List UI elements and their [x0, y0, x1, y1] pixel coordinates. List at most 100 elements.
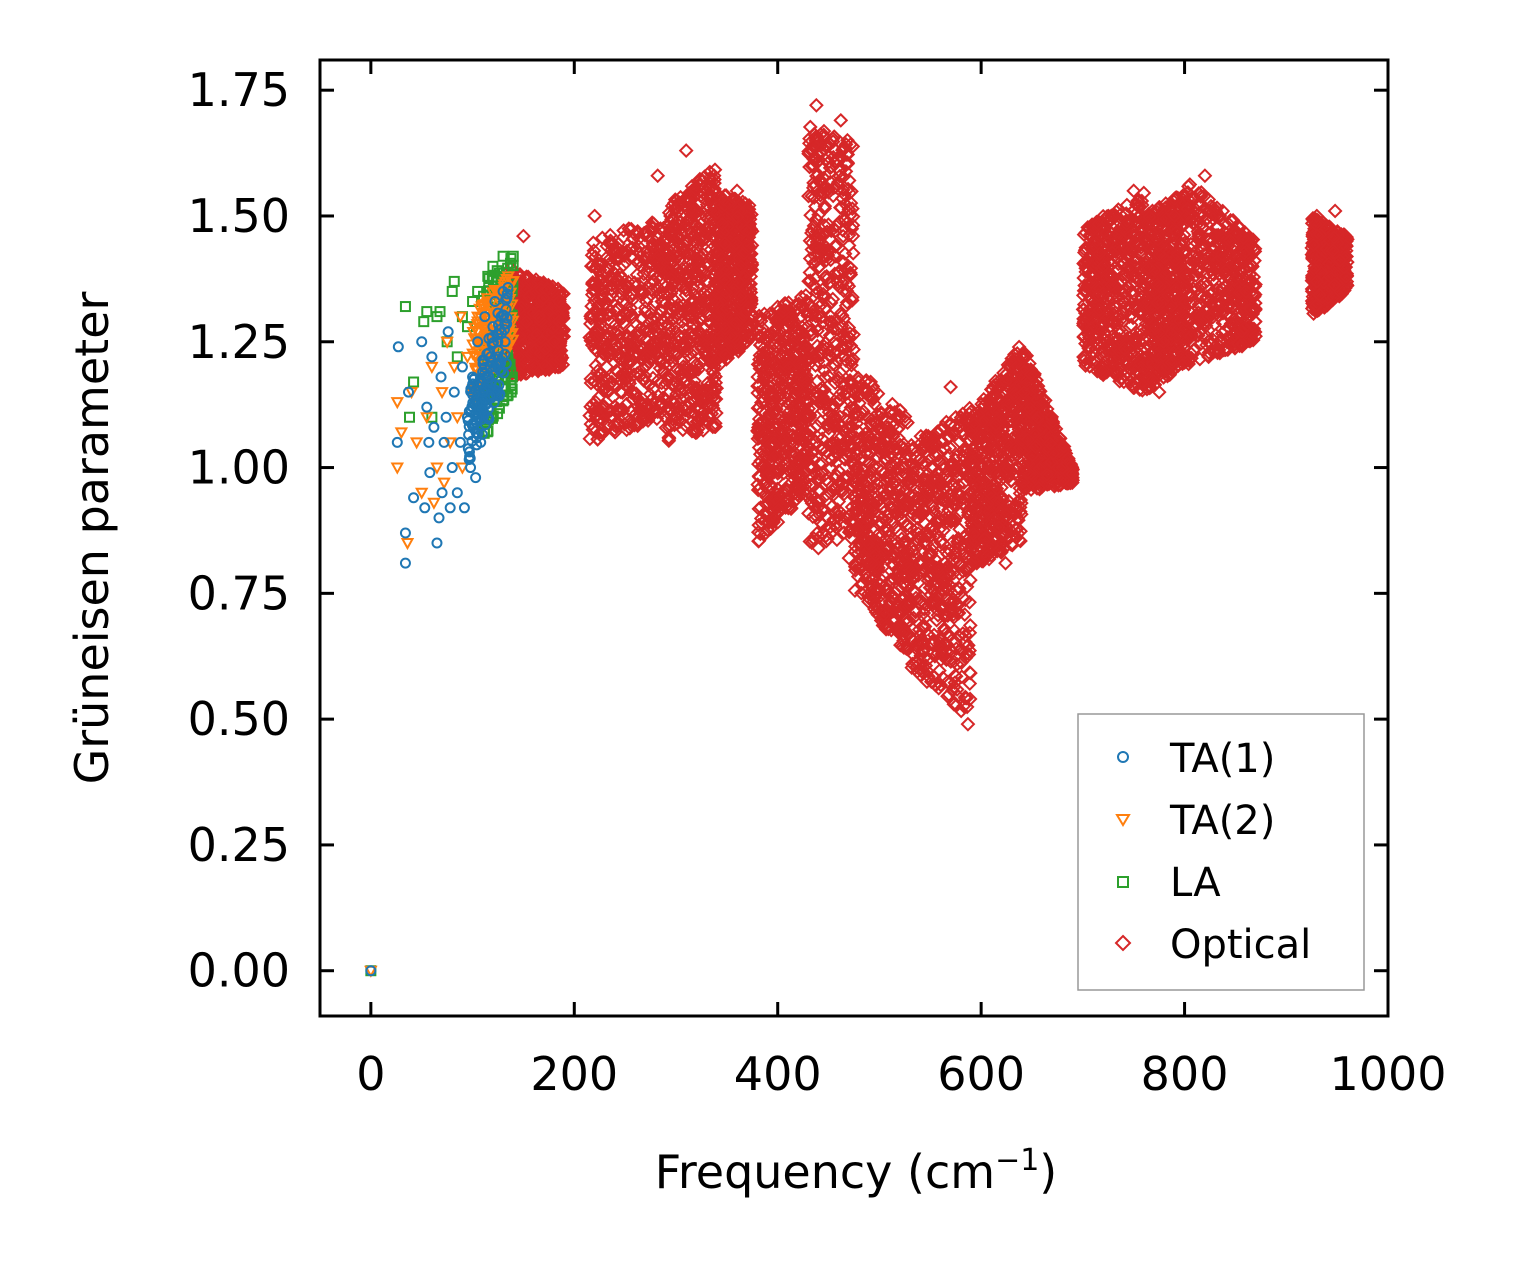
data-point-optical: [591, 272, 607, 288]
data-point-optical: [736, 244, 752, 260]
data-point-optical: [521, 289, 537, 305]
data-point-optical: [690, 226, 706, 242]
data-point-optical: [730, 219, 746, 235]
data-point-optical: [626, 385, 642, 401]
data-point-optical: [700, 254, 716, 270]
data-point-optical: [529, 326, 545, 342]
data-point-optical: [684, 295, 700, 311]
data-point-optical: [612, 330, 628, 346]
data-point-optical: [698, 242, 714, 258]
data-point-optical: [704, 406, 720, 422]
data-point-optical: [553, 348, 569, 364]
data-point-optical: [519, 314, 534, 330]
data-point-optical: [662, 402, 678, 418]
data-point-optical: [678, 283, 694, 298]
data-point-optical: [660, 368, 676, 384]
data-point-optical: [536, 296, 552, 312]
data-point-optical: [625, 230, 641, 246]
data-point-optical: [730, 328, 746, 344]
data-point-optical: [637, 300, 653, 316]
data-point-optical: [589, 261, 604, 277]
data-point-optical: [633, 259, 649, 274]
data-point-optical: [744, 257, 760, 273]
data-point-optical: [583, 316, 598, 332]
data-point-optical: [682, 363, 698, 378]
data-point-optical: [551, 320, 567, 336]
data-point-optical: [699, 197, 715, 213]
data-point-optical: [758, 345, 774, 361]
data-point-optical: [670, 400, 686, 416]
data-point-optical: [554, 298, 570, 314]
data-point-optical: [639, 348, 655, 364]
data-point-optical: [627, 275, 643, 291]
data-point-optical: [592, 425, 608, 441]
data-point-optical: [610, 273, 626, 288]
data-point-optical: [623, 417, 639, 433]
data-point-optical: [659, 232, 675, 248]
data-point-optical: [552, 334, 568, 350]
data-point-optical: [630, 255, 646, 271]
data-point-optical: [682, 212, 698, 228]
data-point-optical: [659, 334, 675, 349]
data-point-optical: [551, 326, 567, 341]
data-point-optical: [739, 279, 755, 295]
data-point-optical: [590, 256, 606, 272]
data-point-optical: [602, 251, 618, 267]
data-point-optical: [699, 203, 715, 218]
data-point-optical: [660, 250, 676, 266]
data-point-optical: [637, 227, 653, 243]
data-point-optical: [684, 200, 700, 215]
data-point-optical: [702, 164, 718, 180]
data-point-optical: [622, 304, 638, 320]
data-point-optical: [679, 373, 694, 389]
data-point-optical: [663, 208, 678, 224]
data-point-optical: [621, 413, 637, 429]
data-point-optical: [711, 279, 727, 295]
data-point-optical: [725, 316, 741, 332]
data-point-optical: [776, 370, 792, 386]
data-point-optical: [623, 323, 639, 338]
data-point-optical: [738, 304, 754, 320]
data-point-optical: [740, 238, 756, 254]
data-point-optical: [600, 378, 616, 394]
data-point-optical: [697, 382, 713, 398]
data-point-optical: [684, 423, 700, 439]
data-point-optical: [638, 224, 654, 240]
data-point-optical: [684, 226, 699, 242]
data-point-optical: [743, 285, 759, 300]
data-point-optical: [621, 339, 637, 354]
data-point-optical: [733, 259, 749, 275]
data-point-optical: [688, 181, 704, 197]
data-point-optical: [603, 237, 619, 253]
data-point-optical: [661, 420, 677, 436]
data-point-optical: [751, 440, 767, 455]
data-point-optical: [754, 404, 770, 419]
data-point-optical: [655, 396, 671, 411]
data-point-optical: [659, 311, 675, 327]
data-point-optical: [641, 322, 657, 337]
data-point-optical: [622, 352, 638, 368]
data-point-optical: [618, 351, 634, 367]
data-point-optical: [673, 221, 689, 237]
data-point-optical: [724, 328, 739, 344]
data-point-optical: [642, 409, 658, 425]
data-point-optical: [740, 203, 755, 219]
data-point-optical: [585, 235, 601, 251]
data-point-optical: [668, 219, 683, 234]
data-point-optical: [714, 216, 730, 232]
data-point-optical: [595, 413, 611, 429]
data-point-optical: [751, 533, 766, 549]
data-point-optical: [728, 315, 744, 331]
data-point-optical: [590, 298, 606, 314]
data-point-optical: [732, 250, 748, 266]
data-point-optical: [662, 351, 678, 366]
data-point-optical: [730, 204, 746, 219]
data-point-optical: [623, 385, 639, 400]
data-point-optical: [645, 311, 660, 327]
data-point-optical: [586, 331, 602, 347]
data-point-optical: [650, 270, 666, 286]
data-point-optical: [603, 281, 619, 297]
data-point-optical: [608, 336, 624, 352]
data-point-optical: [602, 348, 618, 364]
data-point-optical: [590, 432, 606, 447]
